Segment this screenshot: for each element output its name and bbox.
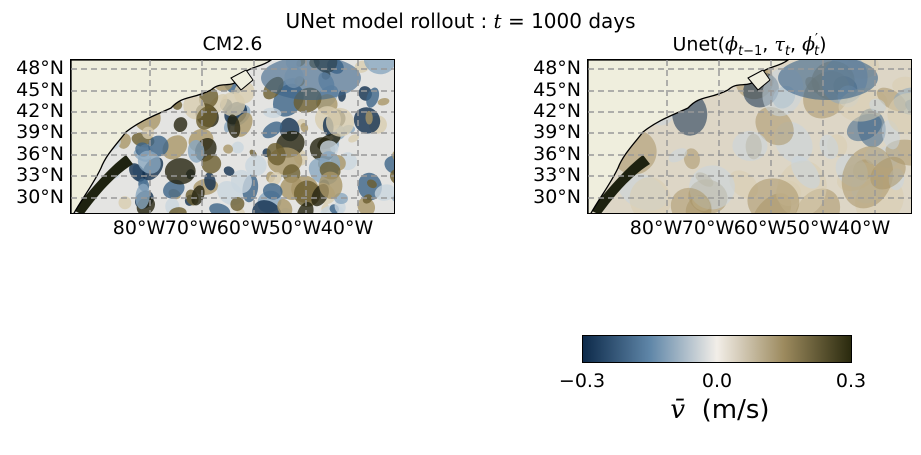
lon-tick-label: 50°W bbox=[785, 217, 839, 239]
colorbar-tick-max: 0.3 bbox=[835, 370, 867, 392]
lon-tick-label: 60°W bbox=[733, 217, 787, 239]
lon-tick-label: 70°W bbox=[681, 217, 735, 239]
lat-tick-label: 48°N bbox=[16, 57, 64, 79]
lon-tick-label: 40°W bbox=[837, 217, 891, 239]
map-right bbox=[587, 59, 912, 214]
lat-tick-label: 39°N bbox=[16, 121, 64, 143]
lat-tick-label: 45°N bbox=[533, 79, 581, 101]
lat-tick-label: 45°N bbox=[16, 79, 64, 101]
lat-tick-label: 36°N bbox=[533, 143, 581, 165]
colorbar-tick-mid: 0.0 bbox=[701, 370, 733, 392]
lat-tick-label: 30°N bbox=[533, 186, 581, 208]
lat-tick-label: 42°N bbox=[533, 100, 581, 122]
lat-tick-label: 39°N bbox=[533, 121, 581, 143]
colorbar-label: v̄ (m/s) bbox=[670, 395, 770, 425]
lat-tick-label: 48°N bbox=[533, 57, 581, 79]
lon-tick-label: 60°W bbox=[216, 217, 270, 239]
lat-tick-label: 33°N bbox=[16, 164, 64, 186]
colorbar-tick-min: −0.3 bbox=[558, 370, 606, 392]
suptitle: UNet model rollout : t = 1000 days bbox=[285, 9, 636, 33]
panel-title-left: CM2.6 bbox=[202, 33, 263, 55]
lat-tick-label: 36°N bbox=[16, 143, 64, 165]
lon-tick-label: 40°W bbox=[320, 217, 374, 239]
lat-tick-label: 30°N bbox=[16, 186, 64, 208]
lat-tick-label: 42°N bbox=[16, 100, 64, 122]
lon-tick-label: 80°W bbox=[629, 217, 683, 239]
panel-title-right: Unet(ϕt−1, τt, ϕ′t) bbox=[672, 32, 827, 60]
colorbar bbox=[582, 335, 852, 363]
map-left bbox=[70, 59, 395, 214]
lon-tick-label: 80°W bbox=[112, 217, 166, 239]
lon-tick-label: 70°W bbox=[164, 217, 218, 239]
lon-tick-label: 50°W bbox=[268, 217, 322, 239]
lat-tick-label: 33°N bbox=[533, 164, 581, 186]
